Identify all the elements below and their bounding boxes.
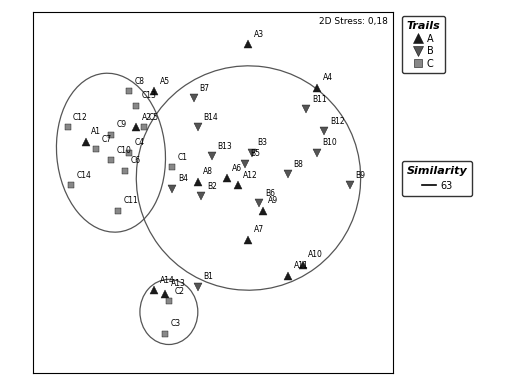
Text: B4: B4 <box>178 174 188 183</box>
Text: A11: A11 <box>294 261 308 270</box>
Text: C11: C11 <box>124 196 138 205</box>
Text: B5: B5 <box>250 149 261 158</box>
Text: A10: A10 <box>308 251 323 259</box>
Text: C9: C9 <box>116 120 126 129</box>
Text: C12: C12 <box>73 113 88 122</box>
Text: C14: C14 <box>76 171 92 180</box>
Text: B8: B8 <box>294 160 304 169</box>
Text: B13: B13 <box>218 142 232 151</box>
Text: C7: C7 <box>102 135 112 144</box>
Text: A8: A8 <box>203 167 213 176</box>
Text: B6: B6 <box>265 189 275 198</box>
Text: B1: B1 <box>203 272 213 281</box>
Text: C8: C8 <box>135 77 145 86</box>
Text: C3: C3 <box>171 319 181 328</box>
Text: B7: B7 <box>200 84 210 93</box>
Text: A2: A2 <box>142 113 152 122</box>
Text: A5: A5 <box>160 77 170 86</box>
Text: A12: A12 <box>243 171 258 180</box>
Text: A4: A4 <box>323 73 333 82</box>
Text: A13: A13 <box>171 280 186 288</box>
Text: C2: C2 <box>174 287 184 296</box>
Text: A6: A6 <box>232 164 242 172</box>
Text: C13: C13 <box>142 91 157 100</box>
Text: C1: C1 <box>178 153 188 162</box>
Text: C4: C4 <box>135 138 145 147</box>
Text: B3: B3 <box>257 138 267 147</box>
Text: A3: A3 <box>254 30 264 39</box>
Text: A1: A1 <box>91 127 101 136</box>
Text: B11: B11 <box>312 95 327 104</box>
Text: C5: C5 <box>149 113 159 122</box>
Text: B2: B2 <box>207 182 217 191</box>
Text: A7: A7 <box>254 225 264 234</box>
Text: 2D Stress: 0,18: 2D Stress: 0,18 <box>319 17 388 26</box>
Text: A14: A14 <box>160 276 175 285</box>
Text: B9: B9 <box>355 171 365 180</box>
Text: A9: A9 <box>268 196 279 205</box>
Text: B14: B14 <box>203 113 218 122</box>
Text: B12: B12 <box>330 117 345 126</box>
Text: C6: C6 <box>131 156 141 166</box>
Legend: 63: 63 <box>402 161 472 196</box>
Text: C10: C10 <box>116 146 131 154</box>
Text: B10: B10 <box>323 138 337 147</box>
